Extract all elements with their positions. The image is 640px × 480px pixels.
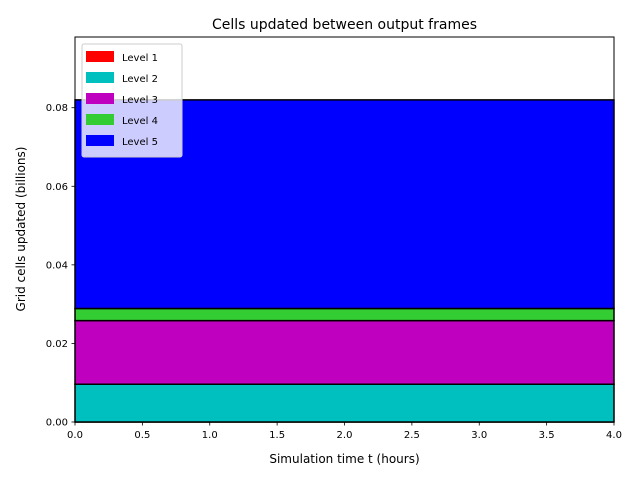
x-axis-label: Simulation time t (hours): [269, 452, 419, 466]
y-tick-label: 0.02: [46, 339, 68, 350]
x-tick-label: 1.0: [202, 430, 218, 441]
legend-swatch-level-5: [86, 135, 114, 146]
x-tick-label: 3.5: [539, 430, 555, 441]
band-level-4: [74, 307, 615, 322]
x-tick-label: 3.0: [471, 430, 487, 441]
y-tick-label: 0.08: [46, 103, 68, 114]
band-level-2: [74, 383, 615, 423]
legend-label-level-4: Level 4: [122, 116, 158, 127]
x-tick-label: 2.0: [337, 430, 353, 441]
legend: Level 1 Level 2 Level 3 Level 4 Level 5: [81, 43, 183, 158]
y-tick-label: 0.06: [46, 182, 68, 193]
legend-label-level-2: Level 2: [122, 74, 158, 85]
x-tick-label: 0.0: [67, 430, 83, 441]
plot-frame: [74, 36, 615, 423]
y-axis-label: Grid cells updated (billions): [14, 147, 28, 312]
legend-label-level-1: Level 1: [122, 53, 158, 64]
legend-swatch-level-3: [86, 93, 114, 104]
y-tick-label: 0.04: [46, 260, 68, 271]
legend-label-level-3: Level 3: [122, 95, 158, 106]
band-level-3: [74, 319, 615, 386]
legend-swatch-level-1: [86, 51, 114, 62]
legend-swatch-level-2: [86, 72, 114, 83]
x-tick-label: 1.5: [269, 430, 285, 441]
chart-title: Cells updated between output frames: [212, 17, 477, 33]
x-axis-ticks: 0.0 0.5 1.0 1.5 2.0 2.5 3.0 3.5 4.0: [67, 422, 622, 441]
legend-swatch-level-4: [86, 114, 114, 125]
y-axis-ticks: 0.00 0.02 0.04 0.06 0.08: [46, 103, 75, 429]
legend-label-level-5: Level 5: [122, 137, 158, 148]
x-tick-label: 2.5: [404, 430, 420, 441]
x-tick-label: 0.5: [134, 430, 150, 441]
y-tick-label: 0.00: [46, 418, 68, 429]
x-tick-label: 4.0: [606, 430, 622, 441]
